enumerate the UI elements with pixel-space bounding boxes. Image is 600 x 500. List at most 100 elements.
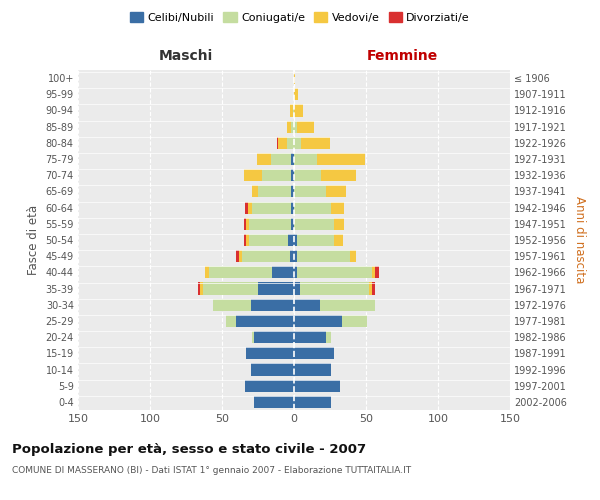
Bar [294, 380, 340, 392]
Bar [248, 202, 294, 213]
Bar [294, 104, 302, 117]
Bar [244, 218, 294, 230]
Bar [294, 331, 331, 343]
Bar [245, 380, 294, 392]
Bar [294, 234, 343, 246]
Bar [294, 104, 302, 117]
Bar [278, 137, 294, 149]
Text: Maschi: Maschi [159, 48, 213, 62]
Bar [294, 282, 372, 294]
Bar [242, 250, 294, 262]
Text: Popolazione per età, sesso e stato civile - 2007: Popolazione per età, sesso e stato civil… [12, 442, 366, 456]
Bar [294, 266, 374, 278]
Bar [294, 169, 322, 181]
Bar [294, 380, 340, 392]
Bar [294, 120, 297, 132]
Bar [294, 88, 298, 101]
Bar [293, 104, 294, 117]
Bar [247, 348, 294, 360]
Bar [277, 137, 294, 149]
Bar [236, 250, 294, 262]
Bar [294, 331, 326, 343]
Y-axis label: Fasce di età: Fasce di età [27, 205, 40, 275]
Bar [294, 315, 367, 327]
Bar [294, 282, 374, 294]
Bar [226, 315, 294, 327]
Bar [294, 234, 334, 246]
Bar [251, 298, 294, 311]
Bar [244, 234, 294, 246]
Bar [294, 72, 295, 84]
Bar [245, 380, 294, 392]
Bar [294, 250, 297, 262]
Bar [294, 153, 365, 165]
Bar [252, 331, 294, 343]
Bar [294, 282, 300, 294]
Bar [288, 234, 294, 246]
Bar [294, 137, 330, 149]
Bar [294, 266, 379, 278]
Bar [247, 348, 294, 360]
Bar [294, 348, 334, 360]
Bar [294, 218, 344, 230]
Bar [244, 169, 294, 181]
Bar [244, 169, 294, 181]
Bar [236, 315, 294, 327]
Bar [294, 186, 346, 198]
Bar [245, 380, 294, 392]
Bar [294, 282, 369, 294]
Bar [209, 266, 294, 278]
Bar [290, 104, 294, 117]
Bar [290, 104, 294, 117]
Bar [294, 364, 331, 376]
Bar [287, 137, 294, 149]
Bar [291, 169, 294, 181]
Bar [251, 364, 294, 376]
Bar [247, 218, 294, 230]
Bar [294, 331, 331, 343]
Bar [214, 298, 294, 311]
Bar [251, 364, 294, 376]
Bar [294, 396, 331, 408]
Bar [203, 282, 294, 294]
Bar [197, 282, 294, 294]
Bar [294, 250, 356, 262]
Bar [294, 298, 320, 311]
Bar [252, 331, 294, 343]
Bar [251, 364, 294, 376]
Bar [291, 120, 294, 132]
Bar [294, 234, 297, 246]
Bar [294, 218, 344, 230]
Bar [252, 331, 294, 343]
Bar [294, 120, 314, 132]
Bar [294, 298, 374, 311]
Bar [294, 120, 314, 132]
Bar [294, 186, 346, 198]
Y-axis label: Anni di nascita: Anni di nascita [574, 196, 586, 284]
Bar [214, 298, 294, 311]
Bar [291, 153, 294, 165]
Bar [294, 396, 331, 408]
Bar [294, 364, 331, 376]
Bar [294, 137, 301, 149]
Bar [247, 348, 294, 360]
Bar [272, 266, 294, 278]
Bar [294, 202, 344, 213]
Bar [252, 186, 294, 198]
Bar [205, 266, 294, 278]
Bar [294, 186, 326, 198]
Bar [290, 250, 294, 262]
Text: Femmine: Femmine [367, 48, 437, 62]
Bar [250, 234, 294, 246]
Bar [294, 202, 331, 213]
Bar [294, 396, 331, 408]
Bar [257, 153, 294, 165]
Bar [262, 169, 294, 181]
Bar [294, 169, 356, 181]
Text: COMUNE DI MASSERANO (BI) - Dati ISTAT 1° gennaio 2007 - Elaborazione TUTTAITALIA: COMUNE DI MASSERANO (BI) - Dati ISTAT 1°… [12, 466, 411, 475]
Bar [251, 364, 294, 376]
Bar [294, 153, 317, 165]
Bar [257, 153, 294, 165]
Bar [294, 202, 344, 213]
Legend: Celibi/Nubili, Coniugati/e, Vedovi/e, Divorziati/e: Celibi/Nubili, Coniugati/e, Vedovi/e, Di… [125, 8, 475, 28]
